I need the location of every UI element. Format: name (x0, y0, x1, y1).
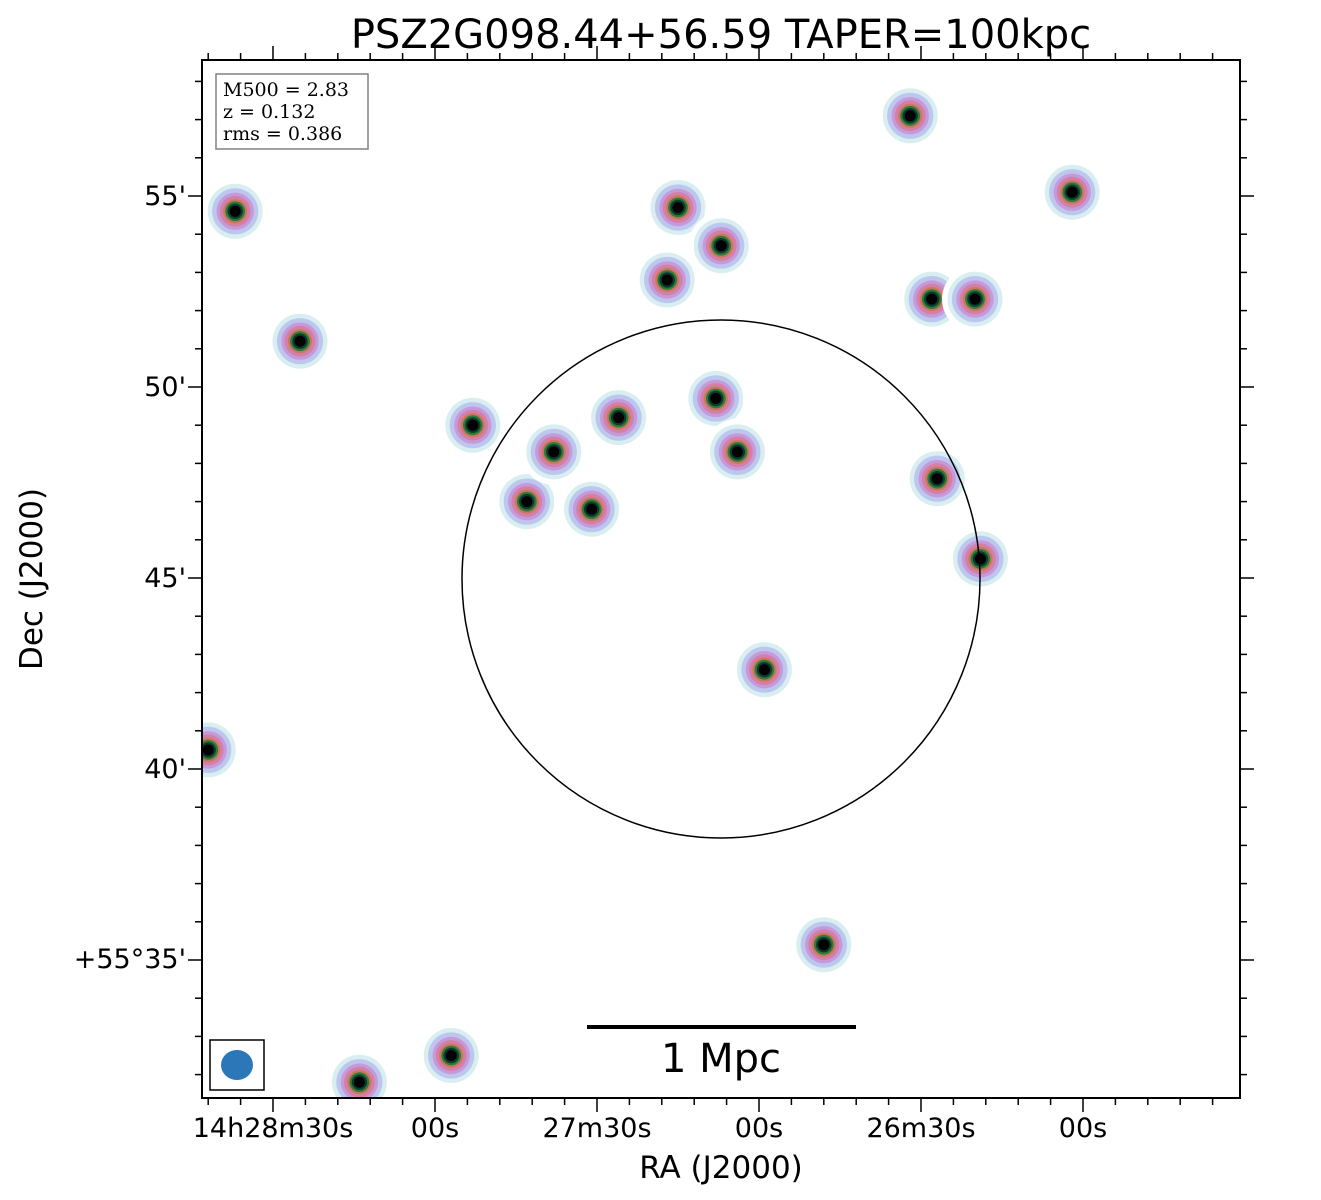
source-contour (818, 939, 830, 951)
source-contour (710, 393, 722, 404)
source-contour (613, 412, 625, 424)
source-contour (445, 1050, 457, 1061)
x-tick-label: 00s (1059, 1113, 1107, 1144)
radio-source (202, 716, 242, 783)
source-contour (521, 496, 533, 508)
info-box: M500 = 2.83 z = 0.132 rms = 0.386 (215, 73, 369, 150)
y-tick-label: 55' (144, 181, 186, 212)
source-contour (969, 293, 981, 305)
radio-source (942, 266, 1008, 333)
radio-source (682, 365, 749, 432)
source-contour (1066, 186, 1078, 198)
radio-source (947, 525, 1014, 592)
radio-source (326, 1049, 393, 1098)
source-contour (202, 744, 214, 756)
y-tick-label: 50' (144, 372, 186, 403)
radio-source (688, 212, 755, 279)
info-line-mass: M500 = 2.83 (223, 79, 349, 101)
radio-source (439, 392, 506, 459)
radio-source (790, 911, 857, 978)
source-contour (715, 240, 727, 252)
x-axis-label: RA (J2000) (639, 1150, 803, 1186)
info-line-rms: rms = 0.386 (223, 123, 342, 145)
scale-bar: 1 Mpc (587, 1025, 856, 1082)
radio-source (418, 1022, 485, 1089)
source-contour (548, 446, 560, 458)
axis-ticks (188, 46, 1254, 1112)
plot-frame (201, 59, 1241, 1099)
source-contour (672, 202, 684, 213)
source-contour (931, 473, 943, 485)
source-contour (229, 205, 241, 217)
radio-source (1039, 159, 1106, 226)
source-contour (353, 1076, 365, 1088)
y-tick-labels: 55' 50' 45' 40' +55°35' (74, 181, 186, 975)
radio-source (202, 178, 269, 245)
radio-source (704, 418, 771, 485)
x-tick-label: 00s (735, 1113, 783, 1144)
intensity-map (202, 60, 1240, 1098)
beam-box (209, 1039, 265, 1091)
beam-ellipse (221, 1050, 253, 1080)
r500-circle (461, 319, 981, 839)
radio-source (645, 174, 711, 241)
y-tick-label: 45' (144, 563, 186, 594)
radio-source (634, 247, 701, 313)
x-tick-label: 14h28m30s (193, 1113, 354, 1144)
source-contour (731, 446, 743, 458)
source-contour (926, 293, 938, 305)
x-tick-label: 00s (411, 1113, 459, 1144)
radio-source (493, 468, 560, 535)
x-tick-labels: 14h28m30s 00s 27m30s 00s 26m30s 00s (193, 1113, 1108, 1144)
radio-source (267, 308, 333, 375)
radio-source (585, 384, 652, 451)
y-tick-label: 40' (144, 754, 186, 785)
radio-source (877, 82, 944, 149)
y-tick-label: +55°35' (74, 944, 186, 975)
source-contour (294, 335, 306, 347)
y-axis-label: Dec (J2000) (14, 488, 50, 670)
source-contour (758, 664, 770, 676)
x-tick-label: 27m30s (542, 1113, 651, 1144)
radio-source (520, 418, 587, 485)
source-contour (661, 274, 673, 286)
chart-title: PSZ2G098.44+56.59 TAPER=100kpc (351, 12, 1091, 58)
info-line-redshift: z = 0.132 (223, 101, 315, 123)
source-contour (904, 110, 916, 122)
scale-bar-label: 1 Mpc (661, 1036, 781, 1082)
source-contour (974, 553, 986, 565)
radio-source (558, 476, 625, 543)
x-tick-label: 26m30s (866, 1113, 975, 1144)
source-contour (586, 503, 598, 515)
radio-source (904, 445, 971, 512)
radio-source (731, 636, 798, 703)
source-contour (467, 419, 479, 431)
